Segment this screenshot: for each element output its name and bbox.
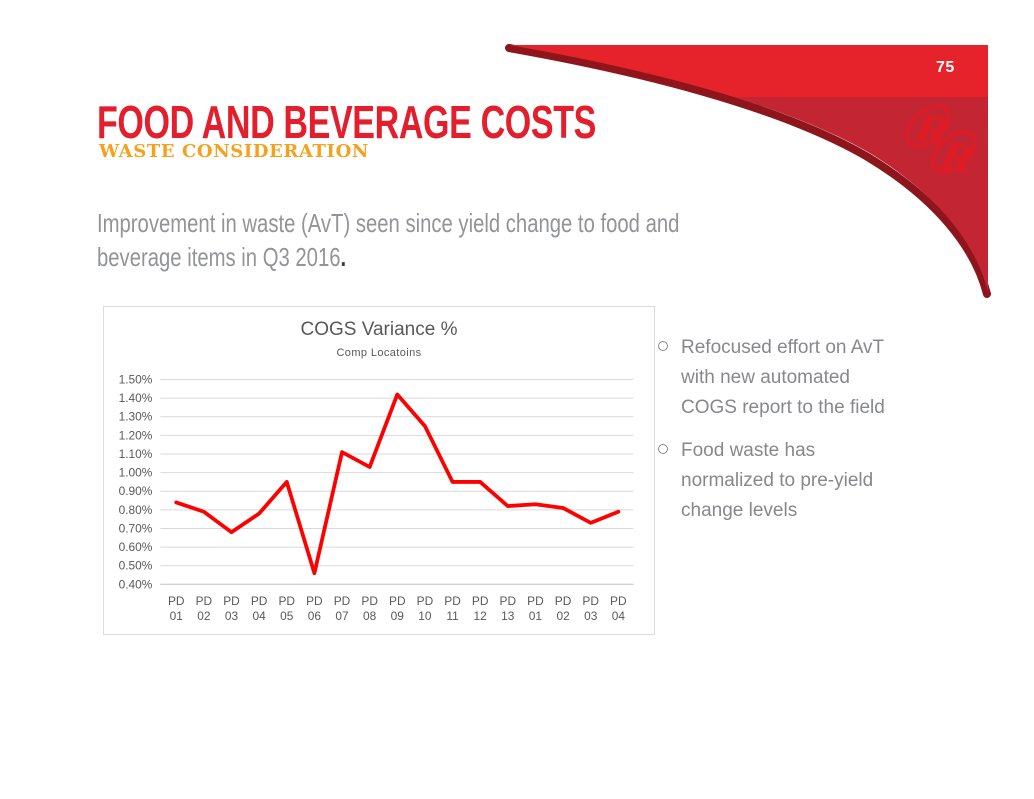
- svg-text:1.10%: 1.10%: [119, 447, 153, 461]
- intro-period: .: [340, 242, 347, 272]
- svg-text:0.70%: 0.70%: [119, 521, 153, 535]
- circle-bullet-icon: [658, 341, 668, 351]
- swoosh-bright-band: [510, 45, 988, 97]
- bullet-item: Food waste has normalized to pre-yield c…: [658, 436, 903, 526]
- bullet-text: Food waste has normalized to pre-yield c…: [681, 440, 874, 521]
- svg-text:06: 06: [308, 609, 322, 623]
- intro-text: Improvement in waste (AvT) seen since yi…: [97, 208, 680, 272]
- svg-text:PD: PD: [527, 594, 544, 608]
- svg-text:03: 03: [584, 609, 598, 623]
- bullet-item: Refocused effort on AvT with new automat…: [658, 333, 903, 423]
- svg-text:PD: PD: [361, 594, 378, 608]
- svg-text:05: 05: [280, 609, 294, 623]
- svg-text:0.50%: 0.50%: [119, 559, 153, 573]
- svg-text:PD: PD: [417, 594, 434, 608]
- svg-text:PD: PD: [472, 594, 489, 608]
- slide-title: FOOD AND BEVERAGE COSTS: [97, 96, 596, 148]
- svg-text:1.30%: 1.30%: [119, 410, 153, 424]
- svg-text:PD: PD: [334, 594, 351, 608]
- svg-text:PD: PD: [555, 594, 572, 608]
- svg-text:PD: PD: [168, 594, 185, 608]
- svg-text:0.60%: 0.60%: [119, 540, 153, 554]
- svg-text:09: 09: [391, 609, 405, 623]
- svg-text:PD: PD: [500, 594, 517, 608]
- svg-text:R: R: [936, 133, 977, 184]
- svg-text:10: 10: [418, 609, 432, 623]
- svg-text:01: 01: [170, 609, 184, 623]
- svg-text:PD: PD: [582, 594, 599, 608]
- cogs-variance-chart: 1.50% 1.40% 1.30% 1.20% 1.10% 1.00% 0.90% 0.80%…: [103, 306, 655, 635]
- svg-text:1.00%: 1.00%: [119, 466, 153, 480]
- svg-text:0.80%: 0.80%: [119, 503, 153, 517]
- svg-text:08: 08: [363, 609, 377, 623]
- svg-text:R: R: [911, 105, 952, 156]
- svg-text:02: 02: [197, 609, 211, 623]
- svg-text:0.40%: 0.40%: [119, 577, 153, 591]
- svg-text:1.50%: 1.50%: [119, 373, 153, 387]
- page-number: 75: [936, 59, 955, 76]
- svg-text:PD: PD: [444, 594, 461, 608]
- svg-text:1.20%: 1.20%: [119, 428, 153, 442]
- svg-text:PD: PD: [389, 594, 406, 608]
- intro-paragraph: Improvement in waste (AvT) seen since yi…: [97, 206, 680, 274]
- circle-bullet-icon: [658, 444, 668, 454]
- svg-text:13: 13: [501, 609, 515, 623]
- svg-text:1.40%: 1.40%: [119, 391, 153, 405]
- slide-subtitle: WASTE CONSIDERATION: [99, 141, 369, 162]
- svg-text:07: 07: [335, 609, 349, 623]
- chart-plot-area: 1.50% 1.40% 1.30% 1.20% 1.10% 1.00% 0.90% 0.80%…: [119, 373, 634, 623]
- svg-text:PD: PD: [306, 594, 323, 608]
- svg-text:03: 03: [225, 609, 239, 623]
- svg-text:04: 04: [612, 609, 626, 623]
- svg-text:04: 04: [253, 609, 267, 623]
- bullet-list: Refocused effort on AvT with new automat…: [658, 333, 903, 539]
- svg-text:PD: PD: [278, 594, 295, 608]
- svg-text:PD: PD: [223, 594, 240, 608]
- svg-text:PD: PD: [610, 594, 627, 608]
- svg-text:11: 11: [446, 609, 459, 623]
- svg-text:PD: PD: [251, 594, 268, 608]
- svg-text:PD: PD: [196, 594, 213, 608]
- red-robin-logo-icon: R R: [905, 104, 977, 184]
- svg-text:01: 01: [529, 609, 543, 623]
- svg-text:02: 02: [556, 609, 570, 623]
- bullet-text: Refocused effort on AvT with new automat…: [681, 337, 885, 418]
- chart-title: COGS Variance %: [300, 319, 458, 340]
- svg-text:12: 12: [474, 609, 488, 623]
- svg-text:0.90%: 0.90%: [119, 484, 153, 498]
- chart-subtitle: Comp Locatoins: [336, 347, 422, 359]
